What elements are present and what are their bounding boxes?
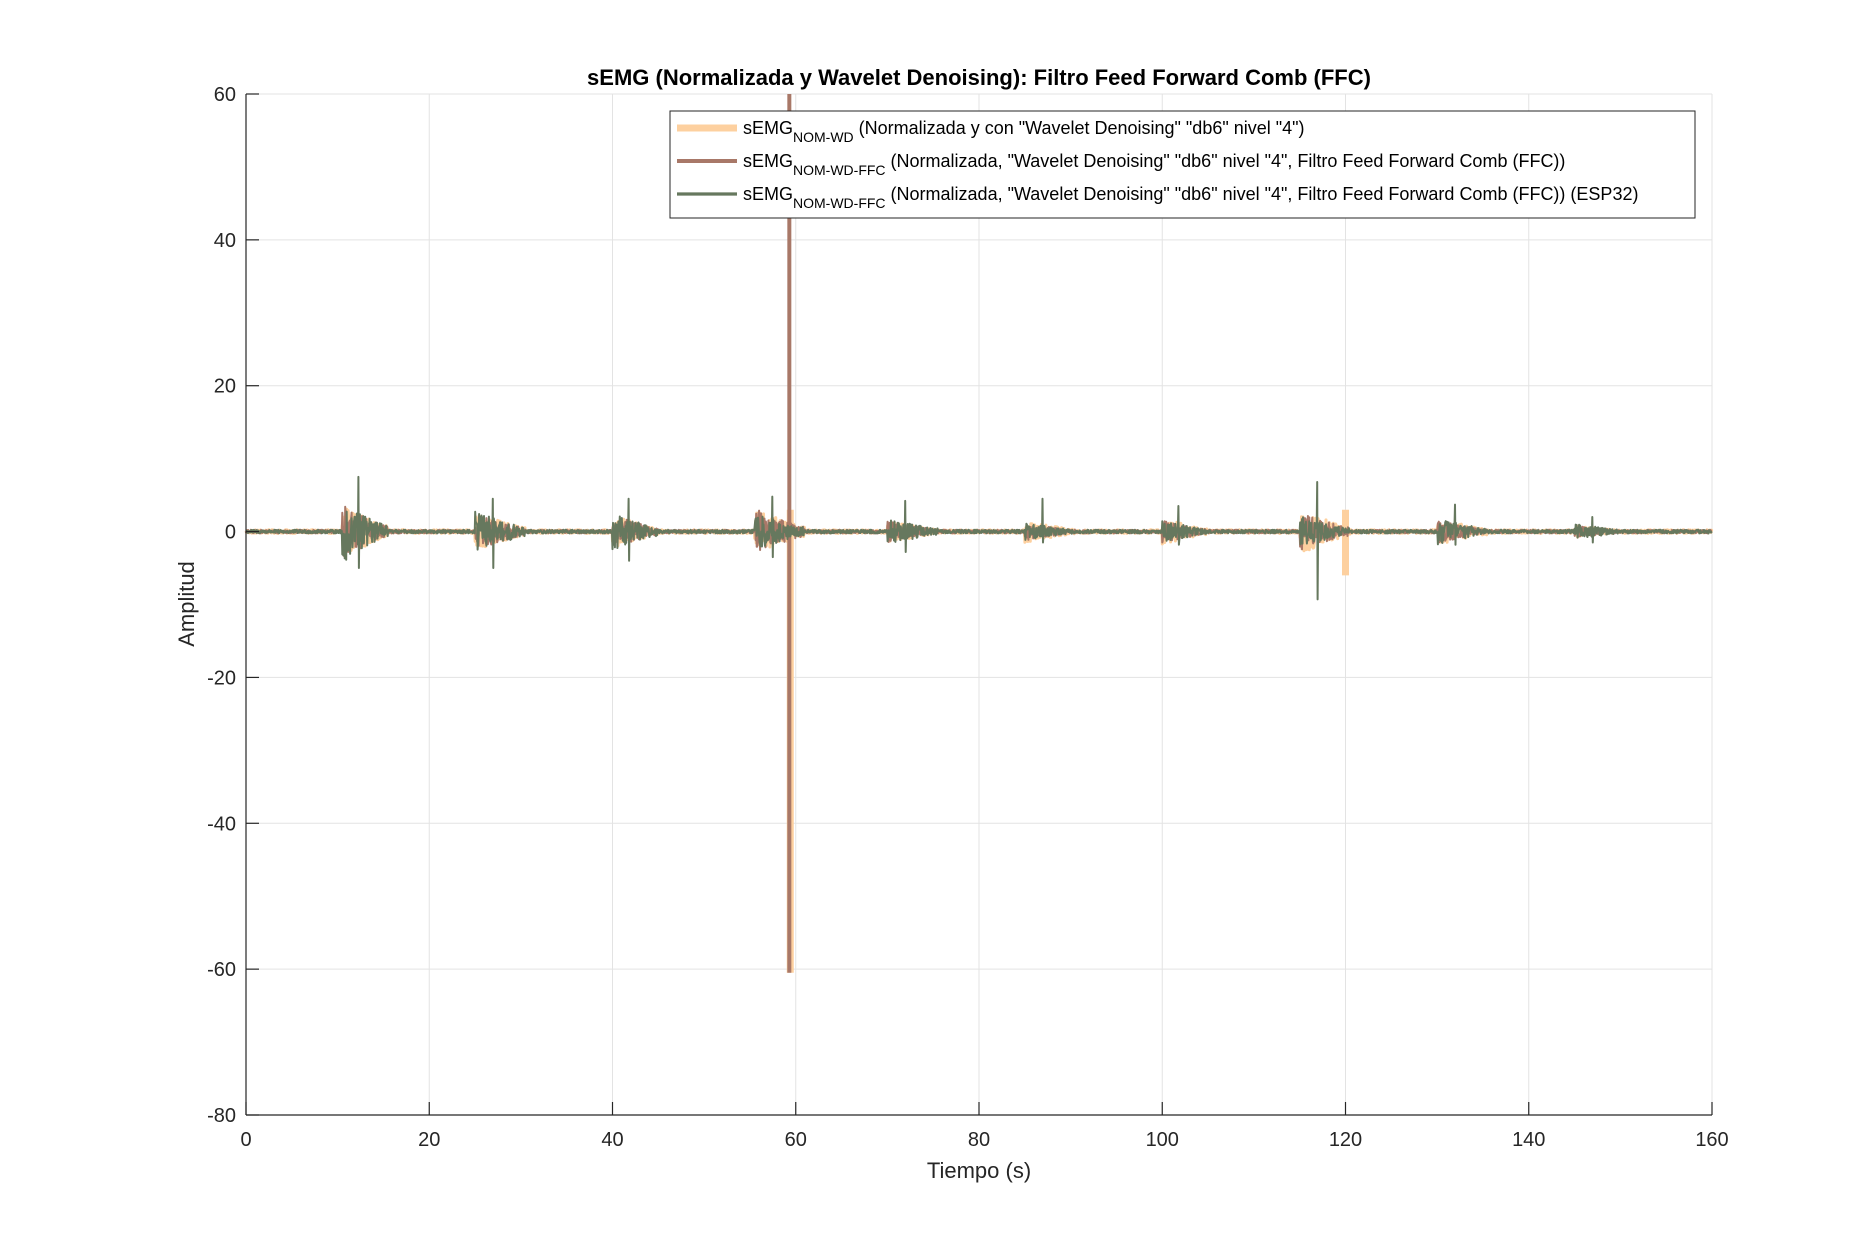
y-tick-label: -40 <box>207 813 236 835</box>
x-tick-label: 120 <box>1329 1129 1362 1151</box>
y-tick-label: 20 <box>214 376 236 398</box>
y-axis-label: Amplitud <box>174 561 199 647</box>
y-tick-label: 60 <box>214 84 236 106</box>
x-tick-label: 140 <box>1512 1129 1545 1151</box>
x-tick-label: 20 <box>418 1129 440 1151</box>
grid <box>245 93 1713 1116</box>
y-tick-label: 0 <box>225 522 236 544</box>
series-3 <box>245 475 1713 601</box>
x-tick-label: 0 <box>240 1129 251 1151</box>
series-line <box>245 475 1713 601</box>
y-tick-label: -80 <box>207 1105 236 1127</box>
x-axis-label: Tiempo (s) <box>927 1158 1031 1183</box>
x-tick-label: 60 <box>785 1129 807 1151</box>
y-tick-label: 40 <box>214 230 236 252</box>
y-tick-label: -60 <box>207 959 236 981</box>
chart-title: sEMG (Normalizada y Wavelet Denoising): … <box>587 65 1371 90</box>
legend-entry: sEMGNOM-WD-FFC (Normalizada, "Wavelet De… <box>743 184 1638 211</box>
legend-entry: sEMGNOM-WD-FFC (Normalizada, "Wavelet De… <box>743 151 1565 178</box>
legend-entry: sEMGNOM-WD (Normalizada y con "Wavelet D… <box>743 118 1305 145</box>
x-tick-label: 100 <box>1146 1129 1179 1151</box>
legend-box <box>669 110 1696 219</box>
x-tick-label: 40 <box>601 1129 623 1151</box>
x-tick-label: 160 <box>1695 1129 1728 1151</box>
x-tick-label: 80 <box>968 1129 990 1151</box>
series-layer <box>244 94 1714 973</box>
legend: sEMGNOM-WD (Normalizada y con "Wavelet D… <box>669 110 1696 219</box>
axes: 0 20 40 60 80 100 120 140 160 -80 -60 -40 -20 0 20 40 60 <box>207 84 1729 1151</box>
y-tick-label: -20 <box>207 667 236 689</box>
